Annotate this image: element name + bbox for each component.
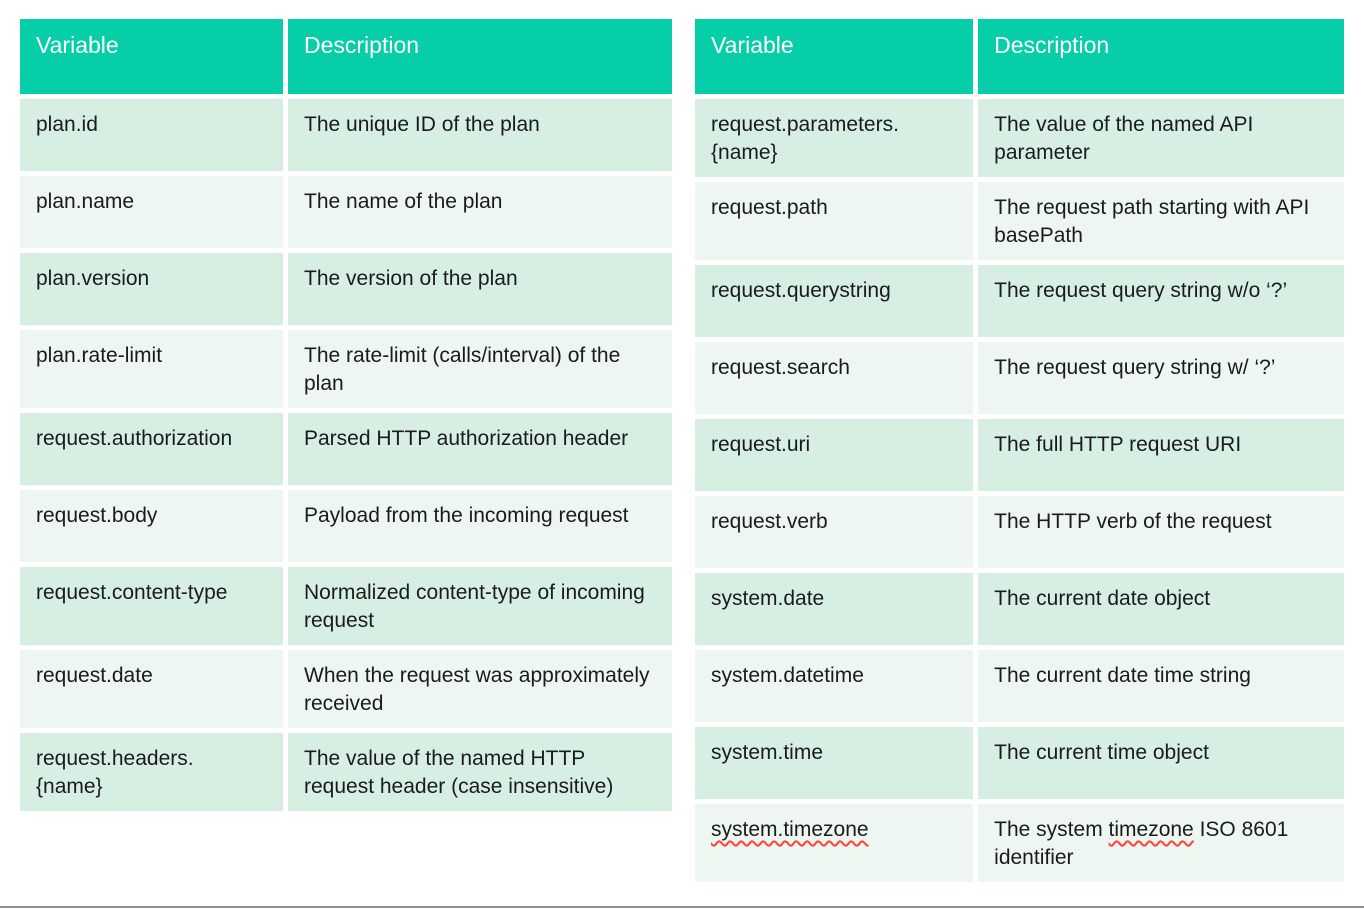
table-row: plan.id The unique ID of the plan xyxy=(20,99,672,171)
variable-cell: plan.rate-limit xyxy=(20,330,283,408)
description-cell: The value of the named HTTP request head… xyxy=(288,733,672,811)
description-cell: The request path starting with API baseP… xyxy=(978,182,1344,260)
table-body: request.parameters. {name} The value of t… xyxy=(695,99,1344,882)
table-row: system.time The current time object xyxy=(695,727,1344,799)
variables-table-right: Variable Description request.parameters.… xyxy=(690,14,1349,887)
table-row: plan.name The name of the plan xyxy=(20,176,672,248)
table-row: request.verb The HTTP verb of the request xyxy=(695,496,1344,568)
header-row: Variable Description xyxy=(20,19,672,94)
description-cell: The version of the plan xyxy=(288,253,672,325)
table-row: request.querystring The request query str… xyxy=(695,265,1344,337)
description-cell: The request query string w/ ‘?’ xyxy=(978,342,1344,414)
variable-cell: plan.id xyxy=(20,99,283,171)
description-cell: The name of the plan xyxy=(288,176,672,248)
variable-cell: request.parameters. {name} xyxy=(695,99,974,177)
variable-cell: system.datetime xyxy=(695,650,974,722)
description-text: ISO 8601 identifier xyxy=(994,818,1289,869)
description-cell: The value of the named API parameter xyxy=(978,99,1344,177)
variable-cell: request.verb xyxy=(695,496,974,568)
description-cell: Parsed HTTP authorization header xyxy=(288,413,672,485)
variable-cell: request.querystring xyxy=(695,265,974,337)
table-row: plan.version The version of the plan xyxy=(20,253,672,325)
table-row: request.authorization Parsed HTTP authori… xyxy=(20,413,672,485)
description-cell: Payload from the incoming request xyxy=(288,490,672,562)
table-row: request.headers. {name} The value of the … xyxy=(20,733,672,811)
table-row: request.body Payload from the incoming re… xyxy=(20,490,672,562)
description-cell: When the request was approximately recei… xyxy=(288,650,672,728)
bottom-border-line xyxy=(0,906,1364,908)
variable-cell: request.date xyxy=(20,650,283,728)
variable-cell: request.uri xyxy=(695,419,974,491)
table-row: request.search The request query string w… xyxy=(695,342,1344,414)
table-row: system.date The current date object xyxy=(695,573,1344,645)
table-row: system.datetime The current date time str… xyxy=(695,650,1344,722)
column-header-description: Description xyxy=(978,19,1344,94)
variable-cell: system.time xyxy=(695,727,974,799)
misspelled-word: timezone xyxy=(1108,818,1194,841)
variables-table-left: Variable Description plan.id The unique I… xyxy=(15,14,677,816)
column-header-description: Description xyxy=(288,19,672,94)
description-cell: The full HTTP request URI xyxy=(978,419,1344,491)
variable-cell: request.content-type xyxy=(20,567,283,645)
variable-cell: system.date xyxy=(695,573,974,645)
description-text: The system xyxy=(994,818,1109,841)
table-header: Variable Description xyxy=(20,19,672,94)
column-header-variable: Variable xyxy=(695,19,974,94)
description-cell: The rate-limit (calls/interval) of the p… xyxy=(288,330,672,408)
description-cell: The current time object xyxy=(978,727,1344,799)
table-body: plan.id The unique ID of the plan plan.nam… xyxy=(20,99,672,811)
table-header: Variable Description xyxy=(695,19,1344,94)
table-row: plan.rate-limit The rate-limit (calls/int… xyxy=(20,330,672,408)
table-row: request.path The request path starting wi… xyxy=(695,182,1344,260)
column-header-variable: Variable xyxy=(20,19,283,94)
variable-cell: request.headers. {name} xyxy=(20,733,283,811)
misspelled-word: system.timezone xyxy=(711,818,869,841)
description-cell: The current date object xyxy=(978,573,1344,645)
table-row: request.uri The full HTTP request URI xyxy=(695,419,1344,491)
variable-cell: request.path xyxy=(695,182,974,260)
description-cell: The request query string w/o ‘?’ xyxy=(978,265,1344,337)
description-cell: The HTTP verb of the request xyxy=(978,496,1344,568)
table-row: system.timezone The system timezone ISO 8… xyxy=(695,804,1344,882)
variable-cell: system.timezone xyxy=(695,804,974,882)
variable-cell: request.authorization xyxy=(20,413,283,485)
description-cell: The system timezone ISO 8601 identifier xyxy=(978,804,1344,882)
description-cell: The unique ID of the plan xyxy=(288,99,672,171)
header-row: Variable Description xyxy=(695,19,1344,94)
variable-cell: request.search xyxy=(695,342,974,414)
description-cell: Normalized content-type of incoming requ… xyxy=(288,567,672,645)
variable-cell: plan.name xyxy=(20,176,283,248)
variable-cell: request.body xyxy=(20,490,283,562)
description-cell: The current date time string xyxy=(978,650,1344,722)
table-row: request.date When the request was approxi… xyxy=(20,650,672,728)
variable-cell: plan.version xyxy=(20,253,283,325)
table-row: request.content-type Normalized content-t… xyxy=(20,567,672,645)
table-row: request.parameters. {name} The value of t… xyxy=(695,99,1344,177)
